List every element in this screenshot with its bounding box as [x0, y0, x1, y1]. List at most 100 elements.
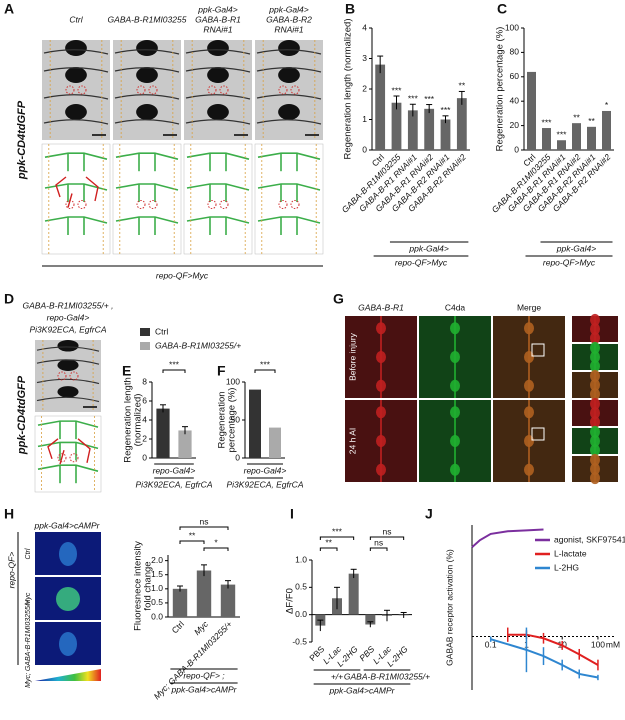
bracket	[319, 547, 338, 551]
injury-site	[148, 200, 158, 209]
group-label: Pi3K92ECA, EgfrCA	[135, 479, 212, 489]
tracing-branch	[186, 152, 250, 160]
significance: ns	[200, 516, 209, 526]
legend-swatch	[140, 342, 150, 350]
y-tick-label: 50	[231, 414, 241, 424]
y-tick-label: 1.0	[151, 583, 163, 593]
bar	[220, 584, 236, 617]
legend-label: agonist, SKF97541	[554, 534, 625, 544]
group-label: ppk-Gal4>cAMPr	[171, 684, 238, 694]
group-label: repo-Gal4>	[244, 465, 287, 475]
column-title: ppk-Gal4>	[268, 4, 308, 14]
injury-site	[77, 85, 87, 95]
y-axis-label: (normalized)	[133, 394, 144, 447]
significance: **	[325, 537, 332, 547]
neuron-soma	[136, 40, 158, 56]
y-axis-label: percentage (%)	[227, 388, 238, 453]
dendrite	[36, 346, 100, 352]
bar	[527, 71, 536, 150]
y-tick-label: 0	[235, 452, 240, 462]
neuron-soma	[278, 104, 300, 120]
panel-letter: C	[497, 1, 507, 17]
y-tick-label: -0.5	[292, 636, 307, 646]
injury-site	[207, 85, 217, 95]
y-tick-label: 0.0	[295, 609, 307, 619]
cAMP-signal	[59, 542, 77, 566]
y-tick-label: 3	[362, 53, 367, 63]
tracing-branch	[257, 216, 321, 224]
significance: ***	[424, 94, 435, 104]
group-label: repo-Gal4>	[153, 465, 196, 475]
column-title: RNAi#1	[203, 24, 233, 34]
tracing-branch	[257, 183, 321, 191]
tracing	[254, 143, 324, 255]
image-title: ppk-Gal4>cAMPr	[34, 520, 101, 530]
neuron-soma	[65, 104, 87, 120]
tracing-branch	[186, 216, 250, 224]
significance: ***	[441, 105, 452, 115]
injury-site	[57, 453, 67, 463]
bracket	[179, 540, 205, 544]
injury-site	[69, 453, 79, 463]
neuron-soma	[57, 359, 79, 371]
y-tick-label: 1	[362, 114, 367, 124]
y-tick-label: 0.5	[295, 582, 307, 592]
bar	[348, 573, 359, 615]
neuron-soma	[278, 40, 300, 56]
column-title: Ctrl	[69, 14, 83, 24]
bar	[178, 430, 192, 458]
injury-site	[278, 200, 288, 209]
y-tick-label: 1.5	[151, 569, 163, 579]
y-tick-label: 100	[226, 376, 240, 386]
series-line	[490, 638, 599, 679]
bar	[557, 140, 566, 150]
footer-label: repo-QF>Myc	[156, 270, 209, 280]
bar	[391, 102, 402, 150]
row-label: Myc	[25, 592, 32, 605]
column-title: GABA-B-R1	[195, 14, 241, 24]
significance: ***	[408, 94, 419, 104]
significance: ***	[392, 85, 403, 95]
genotype: repo-Gal4>	[47, 312, 90, 322]
tracing-branch	[44, 216, 108, 224]
injury-site	[219, 85, 229, 95]
significance: *	[214, 537, 218, 547]
y-tick-label: 0.0	[151, 611, 163, 621]
tracing-branch	[115, 152, 179, 160]
y-tick-label: 4	[362, 22, 367, 32]
y-tick-label: 80	[510, 47, 520, 57]
y-axis-label: fold change	[143, 561, 154, 610]
panel-letter: H	[4, 506, 14, 522]
y-tick-label: 0	[514, 144, 519, 154]
bar	[156, 408, 170, 458]
x-tick-label: 100	[591, 640, 605, 650]
bracket	[369, 547, 388, 551]
column-title: GABA-B-R1MI03255	[108, 14, 187, 24]
injury-site	[219, 200, 229, 209]
neuron-soma	[65, 40, 87, 56]
row-label: ppk-CD4tdGFP	[16, 100, 28, 180]
injury-site	[148, 85, 158, 95]
injury-site	[65, 85, 75, 95]
tracing	[34, 415, 102, 493]
dendrite	[36, 396, 100, 403]
injury-site	[57, 371, 67, 381]
x-tick-label: 0.1	[485, 640, 497, 650]
injury-site	[207, 200, 217, 209]
x-tick-label: Ctrl	[170, 619, 186, 635]
micrograph	[255, 40, 323, 140]
y-tick-label: 8	[142, 376, 147, 386]
bracket	[254, 369, 276, 373]
legend-label: GABA-B-R1MI03255/+	[155, 340, 241, 350]
significance: ***	[332, 526, 343, 536]
panel-letter: D	[4, 291, 14, 307]
bar	[424, 108, 435, 150]
bar	[542, 128, 551, 150]
bar	[587, 126, 596, 150]
cAMP-signal	[59, 632, 77, 656]
column-title: ppk-Gal4>	[197, 4, 237, 14]
y-tick-label: 2.0	[151, 555, 163, 565]
cAMP-signal	[56, 587, 80, 611]
bar	[249, 389, 261, 458]
